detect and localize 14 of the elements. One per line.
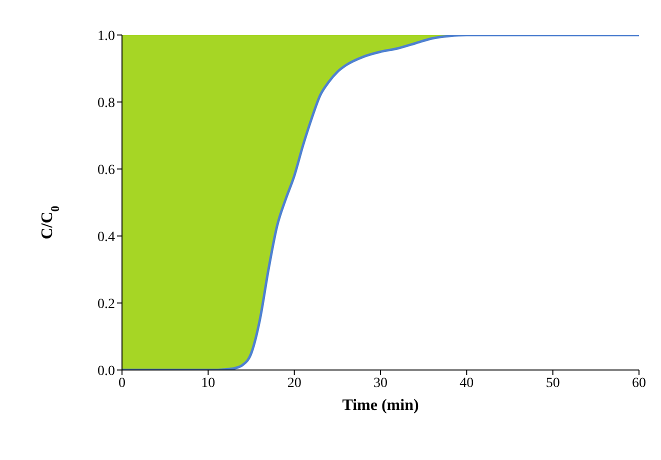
x-tick-label: 10 bbox=[201, 376, 216, 391]
y-tick-label: 0.2 bbox=[98, 296, 115, 312]
y-tick-label: 0.8 bbox=[98, 96, 115, 111]
y-tick-label: 1.0 bbox=[98, 28, 115, 44]
y-tick-label: 0.0 bbox=[98, 364, 115, 379]
y-tick-label: 0.6 bbox=[98, 162, 115, 178]
x-tick-label: 40 bbox=[460, 376, 474, 391]
x-tick-label: 0 bbox=[118, 376, 126, 391]
x-tick-label: 60 bbox=[632, 376, 646, 391]
x-axis-title: Time (min) bbox=[342, 397, 419, 414]
x-tick-label: 50 bbox=[546, 376, 560, 391]
y-tick-label: 0.4 bbox=[98, 230, 115, 245]
x-tick-label: 20 bbox=[287, 376, 302, 391]
x-tick-label: 30 bbox=[374, 376, 388, 391]
